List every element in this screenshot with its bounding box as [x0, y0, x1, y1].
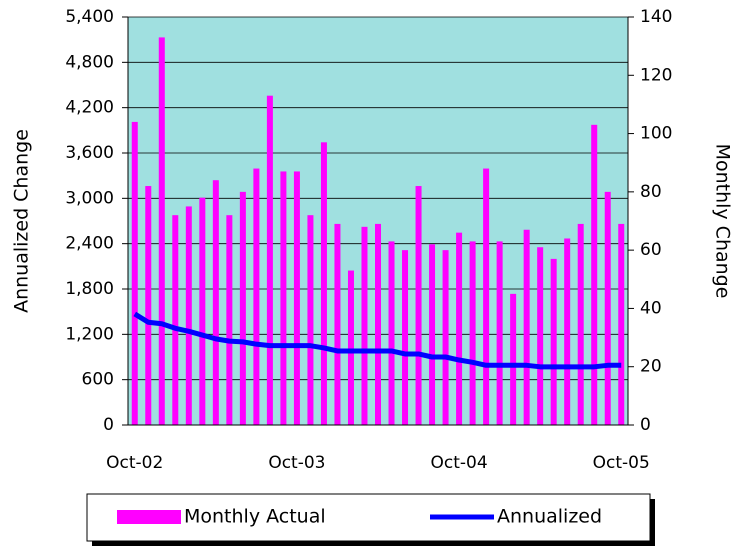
bar [442, 250, 449, 425]
y2-tick-label: 120 [640, 65, 672, 85]
y-tick-label: 4,800 [65, 52, 114, 72]
bar [618, 223, 625, 425]
bar [591, 124, 598, 425]
bar [456, 232, 463, 425]
y2-tick-label: 40 [640, 298, 662, 318]
bar [293, 171, 300, 425]
x-tick-label: Oct-02 [106, 453, 163, 473]
bar [469, 241, 476, 425]
bar [496, 241, 503, 425]
legend-swatch [117, 510, 181, 524]
bar [266, 95, 273, 425]
bar [415, 186, 422, 425]
y-tick-label: 4,200 [65, 98, 114, 118]
bar [388, 241, 395, 425]
y-tick-label: 1,800 [65, 279, 114, 299]
bar [577, 223, 584, 425]
y-tick-label: 3,000 [65, 188, 114, 208]
legend-label: Annualized [497, 506, 602, 528]
y2-tick-label: 60 [640, 240, 662, 260]
bar [280, 171, 287, 425]
bar [172, 215, 179, 425]
bar [158, 37, 165, 426]
bar [537, 247, 544, 425]
y-tick-label: 3,600 [65, 143, 114, 163]
bar [375, 223, 381, 425]
bar [145, 186, 152, 425]
bar [361, 226, 368, 425]
y2-tick-label: 0 [640, 415, 651, 435]
bar [212, 180, 219, 425]
bar [604, 191, 611, 425]
bar [483, 168, 490, 426]
y2-axis-title: Monthly Change [712, 144, 734, 299]
x-tick-label: Oct-03 [268, 453, 325, 473]
x-tick-label: Oct-04 [430, 453, 487, 473]
bar [307, 215, 314, 425]
bar [564, 238, 571, 425]
y2-tick-label: 80 [640, 182, 662, 202]
bar [199, 197, 206, 425]
bar [320, 142, 327, 426]
bar [253, 168, 260, 426]
bar [402, 250, 409, 425]
bar [334, 223, 341, 425]
bar [239, 191, 246, 425]
bar [347, 270, 354, 425]
bar [429, 244, 436, 425]
bar [185, 206, 192, 425]
y-tick-label: 600 [82, 370, 114, 390]
y-tick-label: 2,400 [65, 234, 114, 254]
y2-tick-label: 140 [640, 7, 672, 27]
y-axis-title: Annualized Change [11, 129, 33, 313]
y-tick-label: 5,400 [65, 7, 114, 27]
line [133, 311, 622, 370]
bar [523, 229, 530, 425]
bar [510, 293, 517, 425]
bar [131, 121, 138, 426]
bar [226, 215, 233, 425]
y2-tick-label: 100 [640, 124, 672, 144]
y-tick-label: 1,200 [65, 324, 114, 344]
bar [550, 258, 557, 425]
y-tick-label: 0 [103, 415, 114, 435]
x-tick-label: Oct-05 [593, 453, 650, 473]
y2-tick-label: 20 [640, 357, 662, 377]
legend-label: Monthly Actual [184, 506, 326, 528]
